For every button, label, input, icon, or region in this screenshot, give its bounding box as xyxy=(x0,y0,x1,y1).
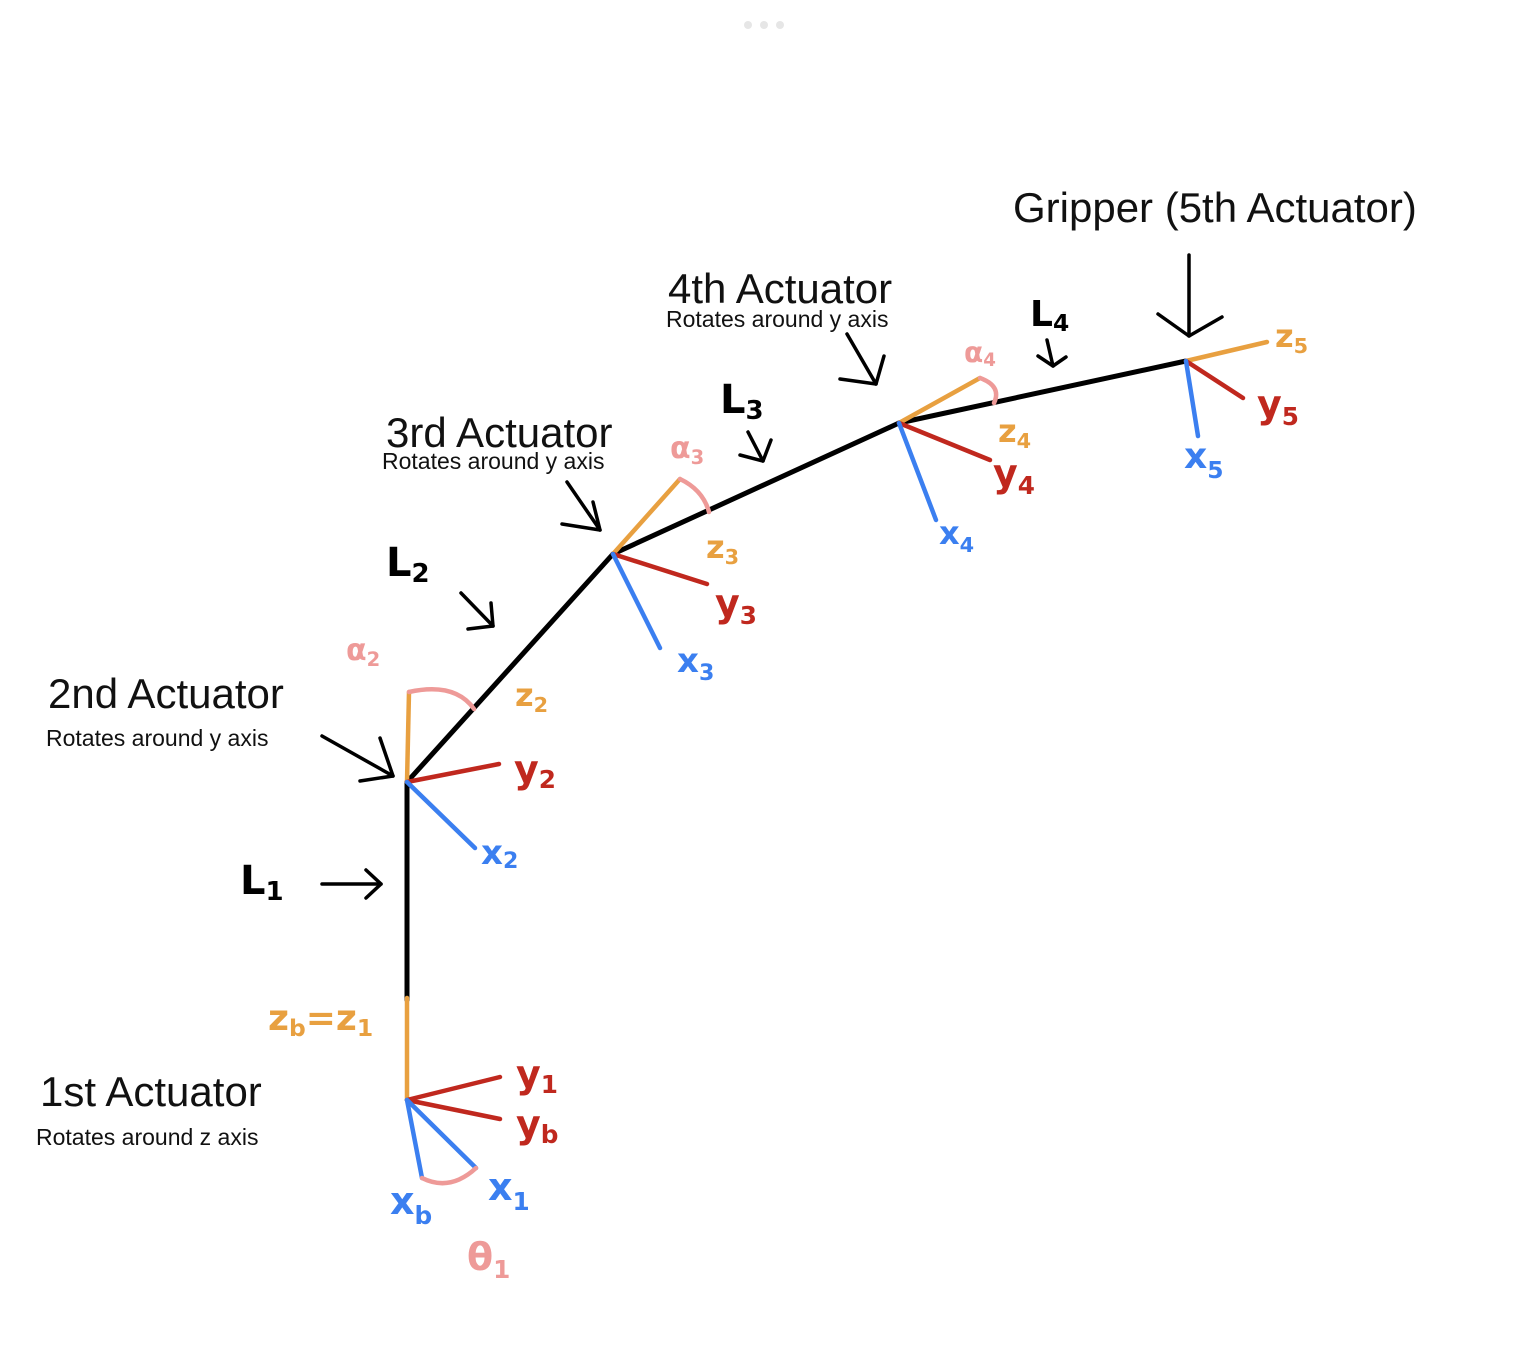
label-yb: yb xyxy=(516,1102,558,1149)
x4-axis xyxy=(896,420,939,523)
label-zb-z1: zb=z1 xyxy=(268,998,373,1042)
gripper-title: Gripper (5th Actuator) xyxy=(1013,184,1417,231)
link-label-L4: L4 xyxy=(1030,294,1069,337)
pointer-arrows xyxy=(320,253,1224,900)
actuator-1-title: 1st Actuator xyxy=(40,1068,262,1115)
arrow-L4 xyxy=(1036,338,1068,368)
actuator-4-subtitle: Rotates around y axis xyxy=(666,306,888,332)
label-theta1: θ1 xyxy=(467,1235,510,1284)
link-labels: L1 L2 L3 L4 xyxy=(240,294,1069,907)
label-z5: z5 xyxy=(1275,317,1308,358)
link-label-L1: L1 xyxy=(240,858,284,907)
y5-axis xyxy=(1183,358,1246,401)
label-z2: z2 xyxy=(515,676,548,717)
actuator-2-title: 2nd Actuator xyxy=(48,670,284,717)
arrow-L1 xyxy=(320,868,383,900)
label-z3: z3 xyxy=(706,528,739,569)
x1-axis xyxy=(404,1097,479,1171)
actuator-4-title: 4th Actuator xyxy=(668,265,892,312)
actuator-2-subtitle: Rotates around y axis xyxy=(46,725,268,751)
arrow-3rd-actuator xyxy=(560,480,602,532)
actuator-labels: 1st Actuator Rotates around z axis 2nd A… xyxy=(36,184,1417,1150)
x3-axis xyxy=(610,551,663,651)
label-y2: y2 xyxy=(514,747,556,794)
label-x3: x3 xyxy=(677,641,714,686)
link-2-line xyxy=(404,551,616,785)
theta1-arc xyxy=(419,1165,479,1186)
link-label-L2: L2 xyxy=(386,540,430,589)
frame-1 xyxy=(404,995,503,1186)
y4-axis xyxy=(896,420,993,463)
label-alpha2: α2 xyxy=(346,633,380,671)
alpha3-arc xyxy=(677,476,712,515)
arrow-2nd-actuator xyxy=(320,734,395,783)
label-y3: y3 xyxy=(715,581,757,630)
yb-axis xyxy=(404,1097,503,1122)
x2-axis xyxy=(404,779,478,851)
label-y1: y1 xyxy=(516,1052,558,1099)
y3-axis xyxy=(610,551,710,587)
z4-axis xyxy=(896,375,983,426)
z3-axis xyxy=(610,476,683,557)
xb-axis xyxy=(404,1097,425,1181)
z5-axis xyxy=(1183,339,1270,364)
z2-axis xyxy=(404,689,412,785)
alpha2-arc xyxy=(406,687,477,712)
arm-links xyxy=(404,358,1189,1003)
label-x2: x2 xyxy=(481,833,518,874)
label-x5: x5 xyxy=(1184,436,1224,484)
frame-3 xyxy=(610,476,712,651)
arrow-L3 xyxy=(738,430,773,463)
link-3-line xyxy=(610,420,902,557)
label-alpha4: α4 xyxy=(964,336,996,371)
arrow-gripper xyxy=(1156,253,1224,338)
arrow-L2 xyxy=(459,591,495,631)
label-y5: y5 xyxy=(1257,382,1299,431)
window-handle-dots[interactable] xyxy=(744,21,784,29)
actuator-3-subtitle: Rotates around y axis xyxy=(382,448,604,474)
link-4-line xyxy=(896,358,1189,426)
y1-axis xyxy=(404,1074,503,1103)
link-label-L3: L3 xyxy=(720,377,764,426)
label-z4: z4 xyxy=(998,412,1031,453)
y2-axis xyxy=(404,761,502,785)
frame-4 xyxy=(896,375,999,523)
axis-labels: zb=z1 y1 yb xb x1 θ1 α2 z2 y2 x2 α3 z3 y… xyxy=(268,317,1308,1284)
arrow-4th-actuator xyxy=(838,332,886,386)
frame-5 xyxy=(1183,339,1270,439)
label-alpha3: α3 xyxy=(670,431,704,469)
label-x4: x4 xyxy=(939,514,974,557)
actuator-1-subtitle: Rotates around z axis xyxy=(36,1124,258,1150)
actuator-3-title: 3rd Actuator xyxy=(386,409,612,456)
label-y4: y4 xyxy=(993,451,1035,500)
x5-axis xyxy=(1183,358,1201,439)
label-x1: x1 xyxy=(488,1165,530,1216)
alpha4-arc xyxy=(977,375,999,406)
label-xb: xb xyxy=(390,1179,432,1230)
frame-2 xyxy=(404,687,502,851)
